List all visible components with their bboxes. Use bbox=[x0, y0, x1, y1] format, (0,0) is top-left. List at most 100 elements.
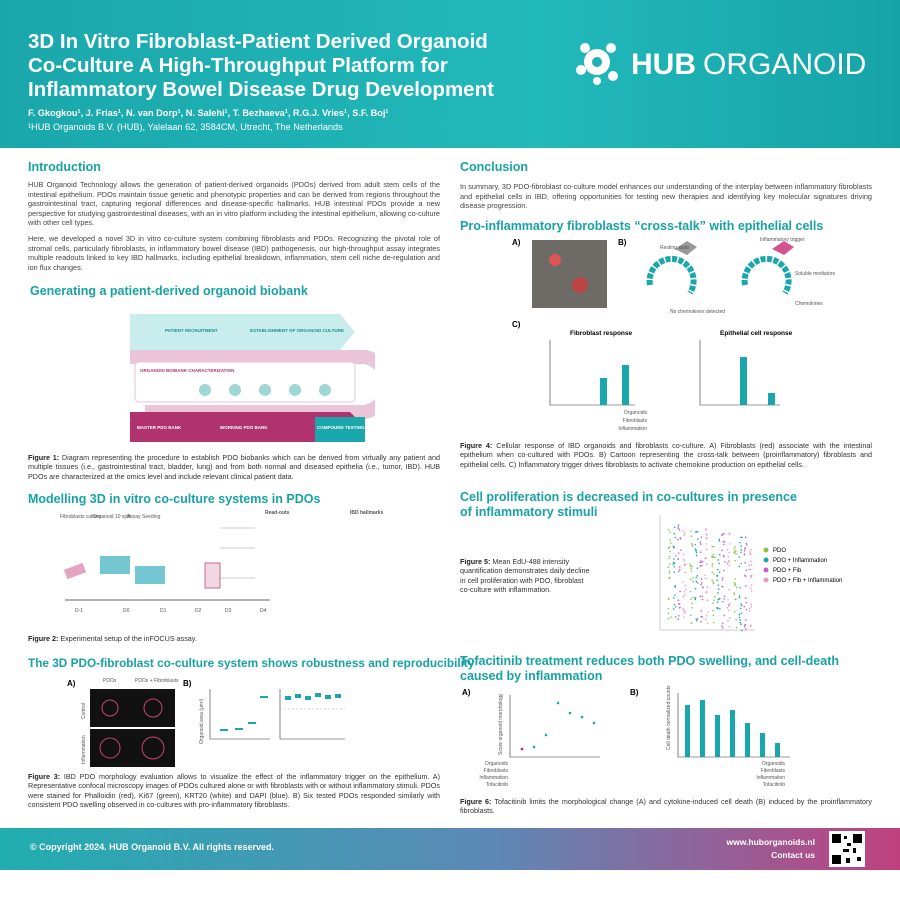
decor-dot bbox=[728, 533, 730, 536]
decor-dot bbox=[729, 532, 731, 534]
cartoon-label: Chemokines bbox=[795, 301, 823, 307]
website[interactable]: www.huborganoids.nl bbox=[726, 837, 815, 847]
row-label: Control bbox=[81, 703, 87, 719]
decor-dot bbox=[691, 602, 694, 605]
tofacitinib-figure: A) Score organoid morphology Organoids F… bbox=[462, 685, 790, 788]
decor-dot bbox=[674, 616, 677, 618]
logo-light: ORGANOIDS bbox=[703, 48, 865, 81]
decor-dot bbox=[750, 587, 752, 589]
decor-dot bbox=[675, 555, 677, 557]
decor-dot bbox=[740, 604, 743, 607]
decor-dot bbox=[691, 545, 694, 547]
decor-dot bbox=[743, 605, 746, 608]
decor-dot bbox=[694, 587, 697, 590]
decor-dot bbox=[677, 618, 680, 620]
legend-item: PDO + Fib bbox=[773, 568, 802, 574]
axis-label: Cell death normalized counts bbox=[666, 685, 672, 750]
decor-dot bbox=[678, 529, 681, 531]
legend-item: PDO bbox=[773, 548, 786, 554]
affiliation: ¹HUB Organoids B.V. (HUB), Yalelaan 62, … bbox=[28, 122, 343, 132]
decor-dot bbox=[696, 574, 698, 577]
decor-dot bbox=[682, 596, 684, 598]
decor-dot bbox=[748, 607, 751, 610]
decor-dot bbox=[727, 609, 730, 612]
caption-label: Figure 5: bbox=[460, 557, 491, 566]
caption-label: Figure 2: bbox=[28, 634, 59, 643]
decor-dot bbox=[739, 607, 742, 610]
decor-dot bbox=[750, 563, 753, 566]
decor-dot bbox=[684, 584, 686, 587]
decor-dot bbox=[748, 564, 751, 567]
day-label: D-1 bbox=[75, 608, 83, 614]
decor-dot bbox=[673, 597, 675, 599]
cartoon-label: No chemokines detected bbox=[670, 309, 725, 315]
decor-dot bbox=[739, 587, 742, 589]
decor-dot bbox=[740, 603, 742, 605]
decor-dot bbox=[699, 541, 702, 544]
decor-dot bbox=[728, 625, 731, 628]
crosstalk-figure: A) B) Resting state Inflammatory trigger… bbox=[512, 237, 836, 432]
copyright: © Copyright 2024. HUB Organoid B.V. All … bbox=[30, 842, 275, 852]
decor-dot bbox=[717, 559, 719, 561]
decor-dot bbox=[704, 577, 707, 580]
decor-dot bbox=[707, 611, 709, 613]
decor-dot bbox=[735, 550, 737, 552]
section-heading: Introduction bbox=[28, 160, 101, 174]
decor-dot bbox=[733, 548, 735, 550]
section-heading: The 3D PDO-fibroblast co-culture system … bbox=[28, 656, 475, 670]
decor-dot bbox=[673, 565, 676, 568]
caption-text: Experimental setup of the inFOCUS assay. bbox=[60, 634, 197, 643]
decor-dot bbox=[726, 548, 729, 551]
decor-dot bbox=[695, 618, 697, 620]
decor-dot bbox=[699, 561, 701, 564]
decor-dot bbox=[734, 598, 736, 601]
decor-dot bbox=[711, 556, 713, 559]
caption: Figure 4: Cellular response of IBD organ… bbox=[460, 441, 872, 469]
decor-dot bbox=[727, 599, 729, 601]
decor-dot bbox=[672, 563, 674, 565]
row-label: Inflammation bbox=[756, 775, 785, 781]
decor-dot bbox=[727, 619, 729, 622]
decor-dot bbox=[745, 619, 747, 621]
diagram-label: COMPOUND TESTING bbox=[317, 425, 365, 430]
decor-dot bbox=[689, 598, 692, 601]
decor-dot bbox=[750, 624, 752, 627]
decor-dot bbox=[700, 583, 702, 586]
decor-dot bbox=[667, 547, 670, 549]
biobank-diagram: PATIENT RECRUITMENT ESTABLISHMENT OF ORG… bbox=[130, 314, 375, 442]
decor-dot bbox=[740, 612, 743, 614]
decor-dot bbox=[689, 590, 692, 593]
decor-dot bbox=[723, 614, 726, 617]
decor-dot bbox=[721, 625, 723, 627]
decor-dot bbox=[728, 564, 731, 567]
decor-dot bbox=[745, 601, 748, 604]
decor-dot bbox=[743, 625, 746, 628]
decor-dot bbox=[670, 616, 672, 618]
decor-dot bbox=[689, 565, 691, 567]
decor-dot bbox=[668, 557, 670, 560]
decor-dot bbox=[669, 531, 671, 534]
decor-dot bbox=[669, 550, 671, 553]
contact-link[interactable]: Contact us bbox=[771, 850, 815, 860]
decor-dot bbox=[705, 618, 707, 620]
decor-dot bbox=[716, 607, 719, 610]
decor-dot bbox=[734, 560, 736, 562]
decor-dot bbox=[667, 607, 670, 610]
decor-dot bbox=[694, 543, 697, 546]
decor-dot bbox=[727, 562, 729, 564]
decor-dot bbox=[690, 570, 693, 572]
decor-dot bbox=[716, 601, 719, 603]
decor-dot bbox=[745, 608, 748, 611]
decor-dot bbox=[701, 616, 704, 618]
decor-dot bbox=[712, 621, 715, 624]
decor-dot bbox=[674, 536, 677, 539]
decor-dot bbox=[744, 575, 747, 578]
decor-dot bbox=[678, 568, 681, 571]
decor-dot bbox=[672, 561, 675, 564]
decor-dot bbox=[696, 538, 699, 540]
section-heading: Generating a patient-derived organoid bi… bbox=[30, 284, 308, 298]
decor-dot bbox=[705, 548, 708, 551]
decor-dot bbox=[692, 580, 694, 583]
decor-dot bbox=[696, 582, 699, 584]
